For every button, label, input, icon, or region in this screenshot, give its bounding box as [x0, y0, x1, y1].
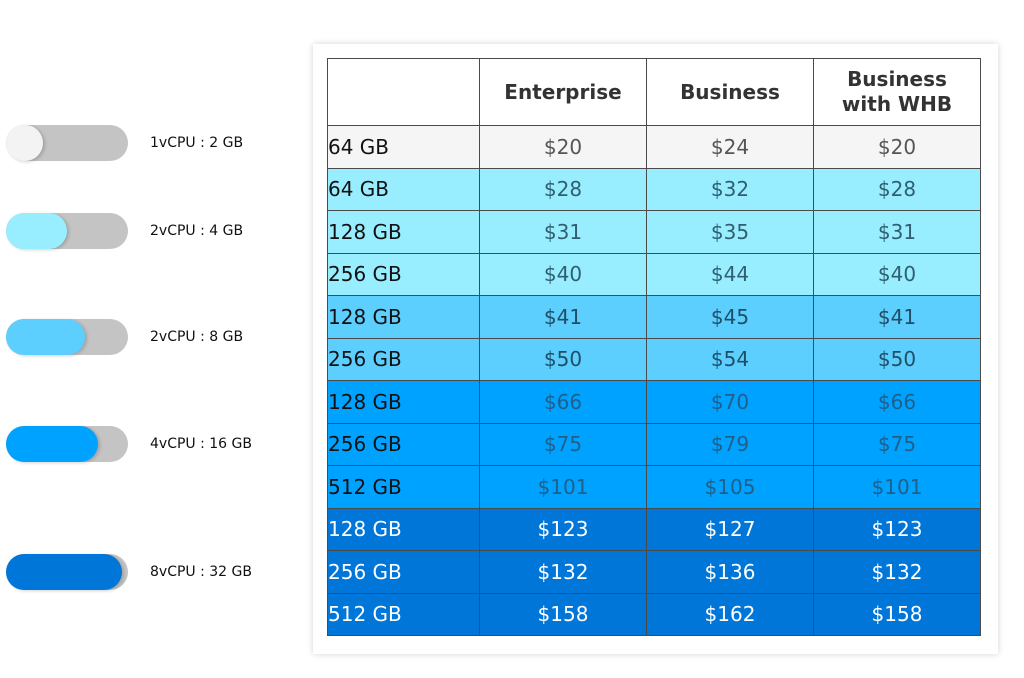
slider-8vcpu-32gb[interactable]: 8vCPU : 32 GB — [6, 554, 252, 590]
table-row: 512 GB $101 $105 $101 — [327, 465, 981, 509]
storage-cell: 256 GB — [327, 252, 480, 296]
enterprise-price-cell: $31 — [479, 210, 647, 254]
storage-cell: 256 GB — [327, 422, 480, 466]
storage-cell: 128 GB — [327, 210, 480, 254]
business-whb-price-cell: $41 — [813, 295, 981, 339]
storage-cell: 64 GB — [327, 167, 480, 211]
table-row: 256 GB $132 $136 $132 — [327, 550, 981, 594]
slider-fill — [6, 426, 98, 462]
enterprise-price-cell: $20 — [479, 125, 647, 169]
slider-2vcpu-4gb[interactable]: 2vCPU : 4 GB — [6, 213, 243, 249]
business-price-cell: $35 — [646, 210, 814, 254]
business-whb-price-cell: $132 — [813, 550, 981, 594]
business-whb-price-cell: $158 — [813, 592, 981, 636]
business-whb-price-cell: $50 — [813, 337, 981, 381]
table-row: 64 GB $28 $32 $28 — [327, 167, 981, 211]
business-price-cell: $136 — [646, 550, 814, 594]
enterprise-price-cell: $123 — [479, 507, 647, 551]
business-price-cell: $54 — [646, 337, 814, 381]
storage-cell: 512 GB — [327, 592, 480, 636]
slider-label: 2vCPU : 4 GB — [150, 223, 244, 239]
slider-1vcpu-2gb[interactable]: 1vCPU : 2 GB — [6, 125, 243, 161]
business-whb-price-cell: $20 — [813, 125, 981, 169]
enterprise-price-cell: $101 — [479, 465, 647, 509]
header-business: Business — [646, 58, 814, 126]
table-row: 256 GB $50 $54 $50 — [327, 337, 981, 381]
slider-track[interactable] — [6, 125, 128, 161]
business-price-cell: $32 — [646, 167, 814, 211]
enterprise-price-cell: $40 — [479, 252, 647, 296]
table-row: 512 GB $158 $162 $158 — [327, 592, 981, 636]
slider-label: 1vCPU : 2 GB — [150, 135, 244, 151]
enterprise-price-cell: $132 — [479, 550, 647, 594]
business-price-cell: $105 — [646, 465, 814, 509]
business-whb-price-cell: $75 — [813, 422, 981, 466]
slider-track[interactable] — [6, 319, 128, 355]
storage-cell: 128 GB — [327, 380, 480, 424]
storage-cell: 64 GB — [327, 125, 480, 169]
business-price-cell: $79 — [646, 422, 814, 466]
business-whb-price-cell: $101 — [813, 465, 981, 509]
slider-track[interactable] — [6, 213, 128, 249]
storage-cell: 256 GB — [327, 550, 480, 594]
slider-label: 2vCPU : 8 GB — [150, 329, 244, 345]
header-enterprise: Enterprise — [479, 58, 647, 126]
storage-cell: 128 GB — [327, 295, 480, 339]
enterprise-price-cell: $41 — [479, 295, 647, 339]
storage-cell: 256 GB — [327, 337, 480, 381]
table-row: 256 GB $75 $79 $75 — [327, 422, 981, 466]
slider-fill — [6, 125, 43, 161]
table-header-row: Enterprise Business Business with WHB — [327, 58, 981, 126]
business-price-cell: $45 — [646, 295, 814, 339]
slider-track[interactable] — [6, 554, 128, 590]
table-row: 64 GB $20 $24 $20 — [327, 125, 981, 169]
business-price-cell: $44 — [646, 252, 814, 296]
pricing-table: Enterprise Business Business with WHB 64… — [327, 58, 981, 636]
business-price-cell: $24 — [646, 125, 814, 169]
header-business-whb: Business with WHB — [813, 58, 981, 126]
business-price-cell: $162 — [646, 592, 814, 636]
enterprise-price-cell: $158 — [479, 592, 647, 636]
slider-fill — [6, 319, 86, 355]
pricing-card: Enterprise Business Business with WHB 64… — [313, 44, 998, 654]
slider-fill — [6, 213, 67, 249]
business-whb-price-cell: $123 — [813, 507, 981, 551]
slider-fill — [6, 554, 122, 590]
table-row: 128 GB $31 $35 $31 — [327, 210, 981, 254]
business-whb-price-cell: $31 — [813, 210, 981, 254]
slider-label: 4vCPU : 16 GB — [150, 436, 252, 452]
table-row: 256 GB $40 $44 $40 — [327, 252, 981, 296]
business-price-cell: $70 — [646, 380, 814, 424]
tier-slider-panel: 1vCPU : 2 GB 2vCPU : 4 GB 2vCPU : 8 GB 4… — [0, 0, 300, 678]
table-row: 128 GB $41 $45 $41 — [327, 295, 981, 339]
business-whb-price-cell: $66 — [813, 380, 981, 424]
table-row: 128 GB $123 $127 $123 — [327, 507, 981, 551]
slider-4vcpu-16gb[interactable]: 4vCPU : 16 GB — [6, 426, 252, 462]
business-whb-price-cell: $40 — [813, 252, 981, 296]
slider-label: 8vCPU : 32 GB — [150, 564, 252, 580]
header-storage — [327, 58, 480, 126]
table-row: 128 GB $66 $70 $66 — [327, 380, 981, 424]
storage-cell: 128 GB — [327, 507, 480, 551]
storage-cell: 512 GB — [327, 465, 480, 509]
enterprise-price-cell: $28 — [479, 167, 647, 211]
business-whb-price-cell: $28 — [813, 167, 981, 211]
enterprise-price-cell: $66 — [479, 380, 647, 424]
enterprise-price-cell: $75 — [479, 422, 647, 466]
business-price-cell: $127 — [646, 507, 814, 551]
slider-track[interactable] — [6, 426, 128, 462]
enterprise-price-cell: $50 — [479, 337, 647, 381]
slider-2vcpu-8gb[interactable]: 2vCPU : 8 GB — [6, 319, 243, 355]
